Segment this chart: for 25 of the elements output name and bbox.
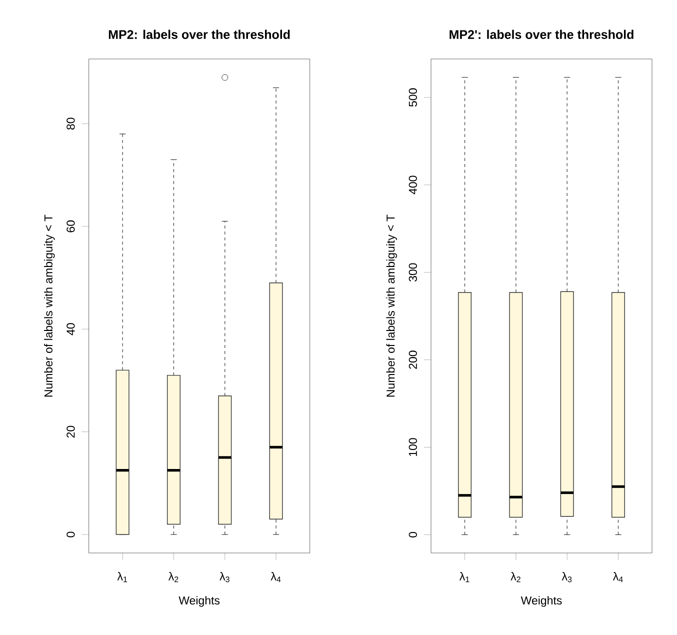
x-tick-label: λ$_{2}$ (168, 572, 178, 582)
x-tick-label: λ$_{3}$ (220, 572, 230, 582)
x-tick-label: λ$_{4}$ (612, 572, 623, 582)
y-tick-label: 500 (408, 88, 417, 107)
chart-title: MP2': labels over the threshold (450, 30, 634, 39)
x-tick-label: λ$_{1}$ (117, 572, 128, 582)
y-axis-title: Number of labels with ambiguity < T (386, 214, 397, 397)
x-axis-title: Weights (178, 596, 220, 607)
y-axis-title: Number of labels with ambiguity < T (44, 214, 55, 397)
y-tick-label: 40 (66, 323, 75, 336)
x-tick-label: λ$_{2}$ (510, 572, 520, 582)
chart-title: MP2: labels over the threshold (108, 30, 290, 39)
y-tick-label: 20 (66, 426, 75, 438)
x-axis-title: Weights (520, 596, 562, 607)
y-tick-label: 0 (66, 532, 75, 538)
y-tick-label: 400 (408, 176, 417, 194)
y-tick-label: 80 (66, 118, 75, 130)
x-tick-label: λ$_{3}$ (562, 572, 572, 582)
y-tick-label: 0 (408, 532, 417, 538)
x-tick-label: λ$_{4}$ (270, 572, 281, 582)
y-tick-label: 60 (66, 220, 75, 232)
x-tick-label: λ$_{1}$ (459, 572, 470, 582)
y-tick-label: 100 (408, 438, 417, 456)
y-tick-label: 300 (408, 263, 417, 282)
y-tick-label: 200 (408, 350, 417, 369)
